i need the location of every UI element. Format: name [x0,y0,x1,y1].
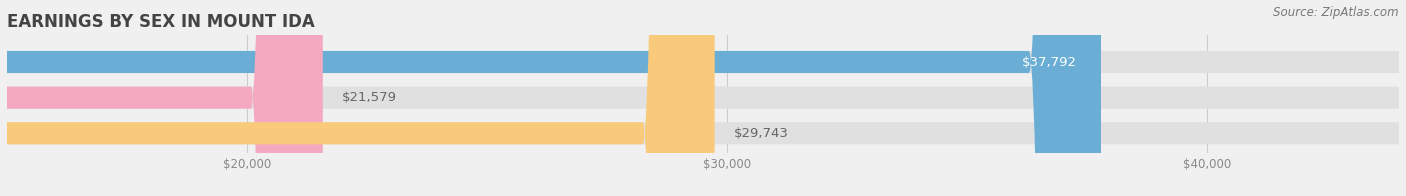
FancyBboxPatch shape [0,0,1101,196]
Text: $29,743: $29,743 [734,127,789,140]
FancyBboxPatch shape [0,0,714,196]
FancyBboxPatch shape [0,0,323,196]
Text: $37,792: $37,792 [1022,55,1077,69]
Text: EARNINGS BY SEX IN MOUNT IDA: EARNINGS BY SEX IN MOUNT IDA [7,13,315,31]
Text: Source: ZipAtlas.com: Source: ZipAtlas.com [1274,6,1399,19]
Text: $21,579: $21,579 [342,91,396,104]
